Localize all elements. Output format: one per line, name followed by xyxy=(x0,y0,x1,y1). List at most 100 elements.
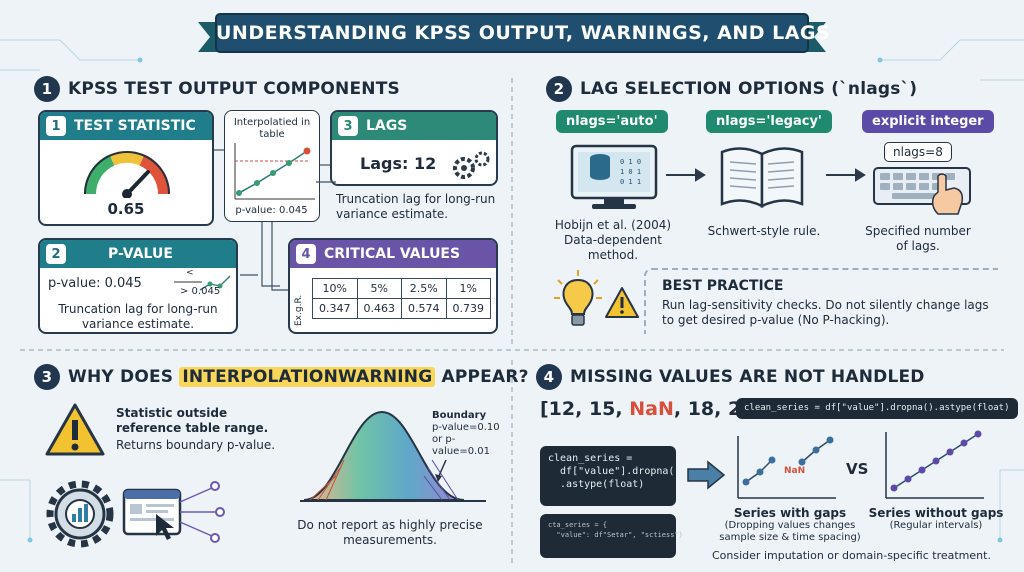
nan-gap-label: NaN xyxy=(784,466,806,476)
section-1-title: 1 KPSS TEST OUTPUT COMPONENTS xyxy=(34,76,400,102)
warning-text: Returns boundary p-value. xyxy=(116,438,276,452)
test-statistic-card: 1 TEST STATISTIC 0.65 xyxy=(38,110,214,226)
code-snippet-small: cta_series = { "value": df"Setar", "scti… xyxy=(540,514,683,558)
arrow-right-icon xyxy=(687,460,726,490)
table-cell: 0.574 xyxy=(401,298,447,319)
card-header: 4 CRITICAL VALUES xyxy=(290,240,496,268)
gears-icon xyxy=(453,151,490,179)
array-display: [12, 15, NaN, 18, 20] xyxy=(540,398,763,420)
critical-values-table: 10% 5% 2.5% 1% 0.347 0.463 0.574 0.739 xyxy=(312,278,491,319)
section-number: 2 xyxy=(546,76,572,102)
pvalue-card: 2 P-VALUE p-value: 0.045 < > 0.045 Trunc… xyxy=(38,238,238,334)
pvalue-value: p-value: 0.045 xyxy=(48,276,142,291)
consider-note: Consider imputation or domain-specific t… xyxy=(712,549,991,562)
code-snippet-top: clean_series = df["value"].dropna().asty… xyxy=(736,398,1018,419)
interpolation-pvalue: p-value: 0.045 xyxy=(235,205,308,216)
code-snippet-clean-series: clean_series = df["value"].dropna() .ast… xyxy=(540,446,680,506)
card-number: 1 xyxy=(46,116,66,136)
option-legacy-label: nlags='legacy' xyxy=(706,110,832,133)
svg-text:1 0 1: 1 0 1 xyxy=(620,168,641,176)
interpolation-chart xyxy=(234,143,315,200)
table-header-cell: 1% xyxy=(445,278,491,299)
critical-values-card: 4 CRITICAL VALUES Ex.g.R. 10% 5% 2.5% 1%… xyxy=(288,238,498,334)
pvalue-note: Truncation lag for long-run variance est… xyxy=(58,302,218,331)
gear-window-cursor-icon xyxy=(46,480,225,548)
option-explicit-label: explicit integer xyxy=(862,110,994,133)
computer-data-icon: 0 1 0 1 0 1 0 1 1 xyxy=(570,144,658,209)
boundary-title: Boundary xyxy=(432,410,487,421)
card-number: 3 xyxy=(338,116,358,136)
table-header-cell: 10% xyxy=(312,278,358,299)
best-practice-title: BEST PRACTICE xyxy=(662,278,784,294)
critical-row-label: Ex.g.R. xyxy=(294,294,304,326)
table-row: 0.347 0.463 0.574 0.739 xyxy=(312,298,491,319)
flow-arrows xyxy=(666,168,866,182)
section-title-text: LAG SELECTION OPTIONS (`nlags`) xyxy=(580,79,918,99)
table-cell: 0.463 xyxy=(356,298,402,319)
card-header: 1 TEST STATISTIC xyxy=(40,112,212,140)
book-icon xyxy=(720,147,804,209)
gaps-subtitle: (Dropping values changes sample size & t… xyxy=(719,520,861,543)
interpolation-label: Interpolatied in table xyxy=(233,117,311,140)
svg-text:0 1 0: 0 1 0 xyxy=(620,158,641,166)
section-number: 4 xyxy=(536,364,562,390)
option-explicit-desc: Specified number of lags. xyxy=(865,224,971,253)
title-highlight: INTERPOLATIONWARNING xyxy=(179,367,436,387)
section-title-text: KPSS TEST OUTPUT COMPONENTS xyxy=(68,79,400,99)
card-number: 4 xyxy=(296,244,316,264)
section-title-text: MISSING VALUES ARE NOT HANDLED xyxy=(570,367,925,387)
table-cell: 0.739 xyxy=(445,298,491,319)
section-number: 3 xyxy=(34,364,60,390)
connector-lines xyxy=(214,149,336,291)
option-auto-desc: Hobijn et al. (2004) Data-dependent meth… xyxy=(554,218,672,262)
card-label: TEST STATISTIC xyxy=(74,118,196,134)
card-header: 2 P-VALUE xyxy=(40,240,236,268)
lags-value: Lags: 12 xyxy=(360,154,437,173)
card-label: P-VALUE xyxy=(108,246,173,262)
section-4-title: 4 MISSING VALUES ARE NOT HANDLED xyxy=(536,364,925,390)
vs-label: VS xyxy=(846,460,869,478)
pvalue-small-lt: < xyxy=(186,268,194,278)
option-legacy-desc: Schwert-style rule. xyxy=(707,224,821,238)
card-header: 3 LAGS xyxy=(332,112,496,140)
card-label: LAGS xyxy=(366,118,408,134)
option-auto-label: nlags='auto' xyxy=(556,110,668,133)
gauge-icon xyxy=(83,150,171,198)
table-cell: 0.347 xyxy=(312,298,358,319)
card-number: 2 xyxy=(46,244,66,264)
svg-text:0 1 1: 0 1 1 xyxy=(620,178,641,186)
nogaps-subtitle: (Regular intervals) xyxy=(889,520,983,531)
pvalue-small-gt: > 0.045 xyxy=(180,286,221,297)
table-header-cell: 5% xyxy=(356,278,402,299)
table-header-row: 10% 5% 2.5% 1% xyxy=(312,278,491,299)
series-without-gaps-chart xyxy=(885,430,984,499)
banner-ribbon xyxy=(198,13,826,53)
title-pre: WHY DOES xyxy=(68,367,180,387)
nogaps-title: Series without gaps xyxy=(868,506,1004,520)
gaps-title: Series with gaps xyxy=(733,506,847,520)
warning-icon xyxy=(605,287,639,318)
title-post: APPEAR? xyxy=(435,367,529,387)
best-practice-box: BEST PRACTICE Run lag-sensitivity checks… xyxy=(644,268,998,334)
page-title: UNDERSTANDING KPSS OUTPUT, WARNINGS, AND… xyxy=(216,22,831,44)
section-3-title: 3 WHY DOES INTERPOLATIONWARNING APPEAR? xyxy=(34,364,529,390)
warning-bold-text: Statistic outside reference table range. xyxy=(116,406,269,435)
interpolation-chart-card: Interpolatied in table p-value: 0.045 xyxy=(224,110,320,222)
card-label: CRITICAL VALUES xyxy=(324,246,461,262)
title-banner: UNDERSTANDING KPSS OUTPUT, WARNINGS, AND… xyxy=(198,12,831,56)
array-nan: NaN xyxy=(629,398,674,420)
nlags-badge: nlags=8 xyxy=(884,142,952,162)
distribution-curve xyxy=(300,410,486,502)
keyboard-icon xyxy=(873,167,971,215)
best-practice-text: Run lag-sensitivity checks. Do not silen… xyxy=(662,298,989,327)
array-open: [12, 15, xyxy=(540,398,630,420)
warning-triangle-icon xyxy=(45,403,105,456)
interpolation-note: Do not report as highly precise measurem… xyxy=(297,518,483,547)
mini-trend-icon xyxy=(174,275,231,291)
lightbulb-icon xyxy=(554,270,602,326)
test-statistic-value: 0.65 xyxy=(107,200,145,218)
series-with-gaps-chart xyxy=(737,436,836,499)
section-2-title: 2 LAG SELECTION OPTIONS (`nlags`) xyxy=(546,76,917,102)
table-header-cell: 2.5% xyxy=(401,278,447,299)
